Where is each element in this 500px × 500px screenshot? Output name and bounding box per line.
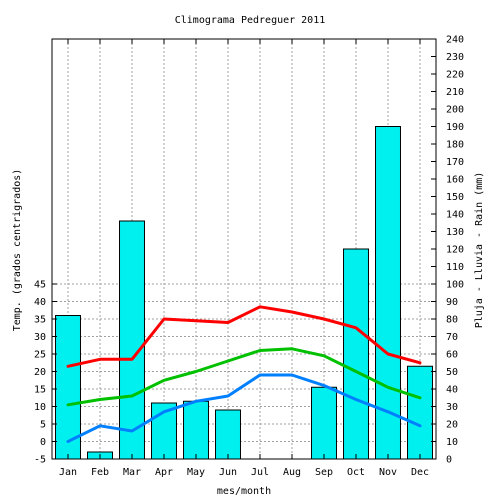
x-tick-label: Aug	[283, 467, 301, 478]
right-tick-label: 170	[446, 157, 464, 168]
x-tick-label: Oct	[347, 467, 365, 478]
x-tick-label: Sep	[315, 467, 333, 478]
rain-bar	[55, 315, 81, 460]
right-tick-label: 210	[446, 87, 464, 98]
rain-bar	[311, 386, 337, 460]
left-tick-label: -5	[34, 455, 46, 466]
x-tick-label: Mar	[123, 467, 141, 478]
rain-bar	[343, 248, 369, 460]
precipitation-bars	[55, 126, 433, 460]
x-tick-label: Feb	[91, 467, 109, 478]
left-tick-label: 40	[34, 297, 46, 308]
left-axis-ticks: -5 0 5 10 15 20 25 30 35 40 45	[34, 280, 57, 466]
rain-bar	[119, 220, 145, 460]
x-axis-ticks: Jan Feb Mar Apr May Jun Jul Aug Sep Oct Nov Dec	[59, 39, 429, 478]
temperature-line-2	[66, 347, 422, 407]
rain-bar	[183, 400, 209, 460]
right-axis-label: Pluja - Lluvia - Rain (mm)	[474, 172, 485, 329]
x-axis-label: mes/month	[217, 486, 271, 497]
left-tick-label: 45	[34, 280, 46, 291]
right-tick-label: 190	[446, 122, 464, 133]
right-tick-label: 130	[446, 227, 464, 238]
right-tick-label: 20	[446, 420, 458, 431]
chart-title: Climograma Pedreguer 2011	[175, 15, 326, 26]
right-tick-label: 240	[446, 35, 464, 46]
temperature-line-1	[66, 305, 422, 368]
right-tick-label: 200	[446, 105, 464, 116]
right-tick-label: 140	[446, 210, 464, 221]
right-tick-label: 110	[446, 262, 464, 273]
left-tick-label: 20	[34, 367, 46, 378]
right-tick-label: 0	[446, 455, 452, 466]
right-tick-label: 120	[446, 245, 464, 256]
right-tick-label: 180	[446, 140, 464, 151]
right-tick-label: 30	[446, 402, 458, 413]
right-axis-ticks: 0 10 20 30 40 50 60 70 80 90 100 110 120 130 140 150 160…	[431, 35, 464, 466]
right-tick-label: 150	[446, 192, 464, 203]
left-tick-label: 10	[34, 402, 46, 413]
rain-bar	[375, 126, 401, 460]
right-tick-label: 60	[446, 350, 458, 361]
right-tick-label: 80	[446, 315, 458, 326]
right-tick-label: 70	[446, 332, 458, 343]
right-tick-label: 230	[446, 52, 464, 63]
rain-bar	[407, 365, 433, 460]
right-tick-label: 220	[446, 70, 464, 81]
right-tick-label: 10	[446, 437, 458, 448]
left-tick-label: 5	[40, 420, 46, 431]
left-tick-label: 25	[34, 350, 46, 361]
x-tick-label: Apr	[155, 467, 173, 478]
rain-bar	[215, 409, 241, 460]
x-tick-label: Jul	[251, 467, 269, 478]
right-tick-label: 50	[446, 367, 458, 378]
left-tick-label: 15	[34, 385, 46, 396]
x-tick-label: Nov	[379, 467, 397, 478]
x-tick-label: May	[187, 467, 205, 478]
x-tick-label: Jan	[59, 467, 77, 478]
left-tick-label: 35	[34, 315, 46, 326]
right-tick-label: 160	[446, 175, 464, 186]
temperature-lines	[66, 305, 422, 443]
x-tick-label: Dec	[411, 467, 429, 478]
right-tick-label: 90	[446, 297, 458, 308]
left-axis-label: Temp. (grados centrigrados)	[12, 169, 23, 332]
temperature-line-3	[66, 373, 422, 443]
left-tick-label: 0	[40, 437, 46, 448]
x-tick-label: Jun	[219, 467, 237, 478]
right-tick-label: 100	[446, 280, 464, 291]
left-tick-label: 30	[34, 332, 46, 343]
right-tick-label: 40	[446, 385, 458, 396]
